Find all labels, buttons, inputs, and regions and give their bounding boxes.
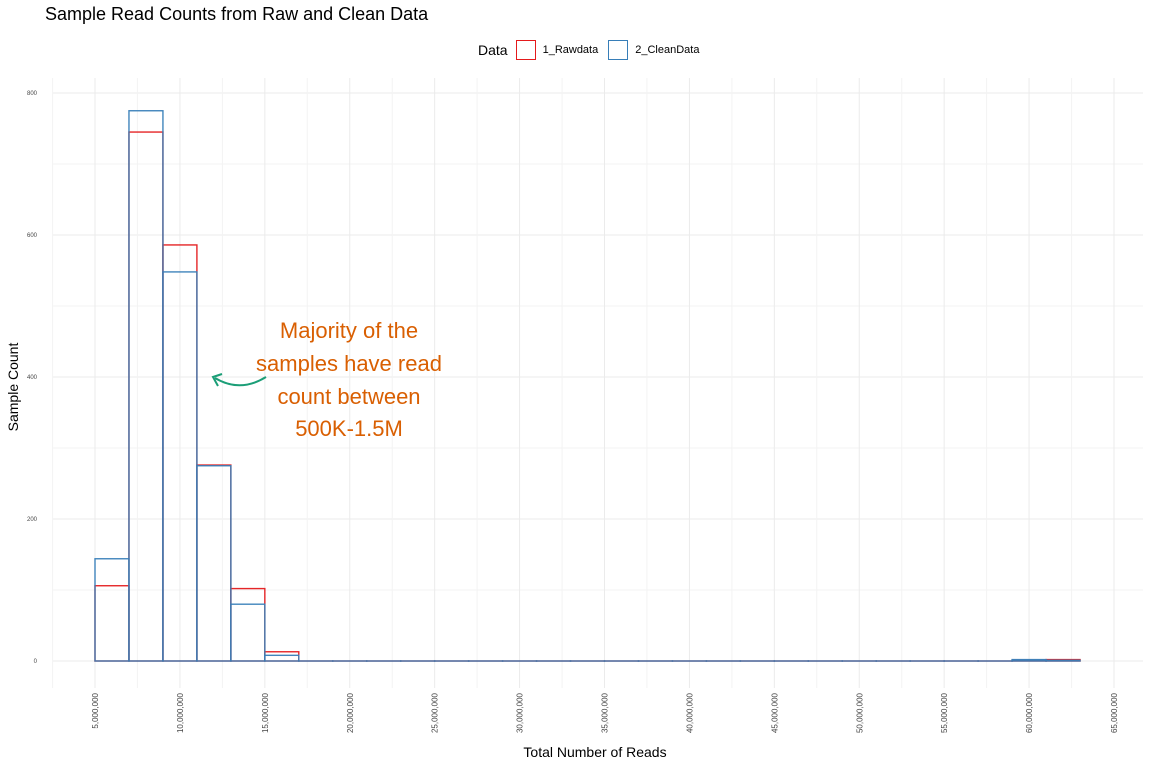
x-tick-label: 10,000,000 <box>176 692 185 733</box>
annotation-line-2: samples have read <box>256 351 442 376</box>
x-tick-label: 25,000,000 <box>431 692 440 733</box>
y-tick-label: 200 <box>27 517 38 523</box>
histogram-bar <box>128 131 164 662</box>
annotation-arrow <box>214 376 267 387</box>
histogram-bar <box>94 585 130 662</box>
x-tick-label: 40,000,000 <box>685 692 694 733</box>
bars <box>94 110 1081 662</box>
y-tick-label: 800 <box>27 91 38 97</box>
y-tick-label: 600 <box>27 233 38 239</box>
legend-label-rawdata: 1_Rawdata <box>542 44 599 56</box>
annotation-line-1: Majority of the <box>280 318 418 343</box>
histogram-bar <box>264 651 300 662</box>
y-axis-title: Sample Count <box>5 343 21 432</box>
x-tick-label: 15,000,000 <box>261 692 270 733</box>
annotation-line-4: 500K-1.5M <box>295 416 403 441</box>
histogram-bar <box>230 603 266 662</box>
x-tick-label: 5,000,000 <box>91 692 100 728</box>
histogram-bar <box>128 110 164 662</box>
annotation-line-3: count between <box>277 384 420 409</box>
annotation-arrowhead <box>211 373 223 387</box>
histogram-bar <box>94 558 130 662</box>
histogram-bar <box>1045 659 1081 662</box>
x-tick-label: 35,000,000 <box>601 692 610 733</box>
histogram-bar <box>264 654 300 662</box>
legend-label-cleandata: 2_CleanData <box>635 44 700 56</box>
legend-key-cleandata <box>608 40 629 60</box>
x-axis-title: Total Number of Reads <box>523 744 666 760</box>
x-tick-label: 50,000,000 <box>855 692 864 733</box>
x-tick-label: 60,000,000 <box>1025 692 1034 733</box>
axis-ticks: 5,000,000 10,000,000 15,000,000 20,000,000 2… <box>27 91 1119 733</box>
histogram-bar <box>196 465 232 662</box>
histogram-bar <box>230 587 266 662</box>
x-tick-label: 65,000,000 <box>1110 692 1119 733</box>
x-tick-label: 30,000,000 <box>516 692 525 733</box>
y-tick-label: 0 <box>34 659 38 665</box>
histogram-bar <box>196 464 232 662</box>
x-tick-label: 20,000,000 <box>346 692 355 733</box>
legend-item-cleandata: 2_CleanData <box>608 40 699 60</box>
legend-key-rawdata <box>515 40 536 60</box>
x-tick-label: 45,000,000 <box>770 692 779 733</box>
chart-title: Sample Read Counts from Raw and Clean Da… <box>45 4 429 24</box>
legend-item-rawdata: 1_Rawdata <box>515 40 599 60</box>
legend: Data 1_Rawdata 2_CleanData <box>478 38 709 62</box>
legend-title: Data <box>478 42 508 58</box>
annotation: Majority of the samples have read count … <box>211 318 442 441</box>
x-tick-label: 55,000,000 <box>940 692 949 733</box>
y-tick-label: 400 <box>27 375 38 381</box>
